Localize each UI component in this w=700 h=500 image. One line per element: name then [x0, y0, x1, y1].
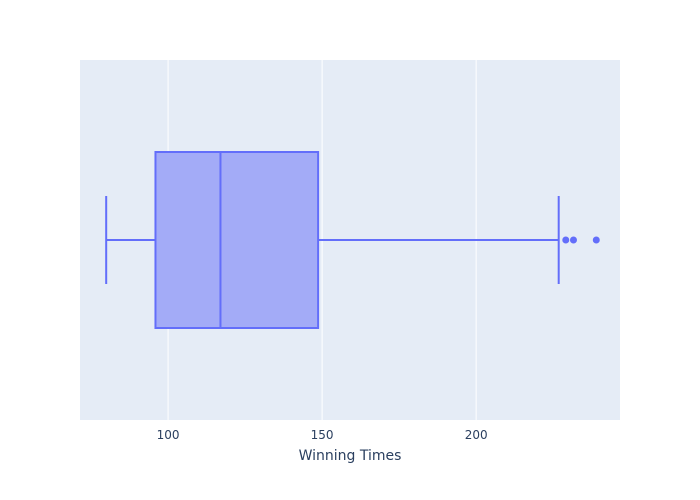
- x-tick-label-100: 100: [157, 428, 180, 442]
- x-axis-title: Winning Times: [299, 448, 402, 464]
- x-axis-ticks: 100 150 200: [157, 428, 488, 442]
- outlier-point-3: [592, 236, 600, 244]
- interquartile-box: [154, 151, 320, 329]
- outlier-points: [562, 236, 600, 244]
- x-tick-label-150: 150: [311, 428, 334, 442]
- box-trace: [105, 151, 560, 329]
- x-tick-label-200: 200: [465, 428, 488, 442]
- outlier-point-1: [562, 236, 570, 244]
- outlier-point-2: [569, 236, 577, 244]
